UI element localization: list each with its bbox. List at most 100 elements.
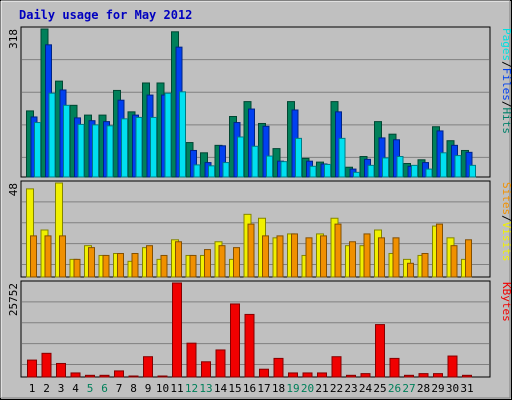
x-tick-label-2: 2 bbox=[43, 382, 50, 395]
bar-pages-day-26 bbox=[396, 156, 404, 178]
legend-item: / bbox=[500, 101, 512, 108]
chart-title: Daily usage for May 2012 bbox=[19, 8, 192, 22]
bar-sites-day-3 bbox=[59, 235, 66, 278]
legend-item: Visits bbox=[500, 222, 512, 262]
bar-kbytes-day-13 bbox=[201, 361, 211, 378]
bar-kbytes-day-29 bbox=[433, 373, 443, 378]
bar-pages-day-21 bbox=[324, 163, 331, 178]
x-tick-label-24: 24 bbox=[359, 382, 373, 395]
bar-pages-day-7 bbox=[121, 118, 128, 178]
bar-kbytes-day-4 bbox=[70, 372, 81, 378]
bar-kbytes-day-31 bbox=[462, 374, 472, 378]
bar-pages-day-3 bbox=[63, 104, 70, 178]
bar-sites-day-10 bbox=[160, 254, 168, 278]
bar-kbytes-day-11 bbox=[172, 282, 182, 378]
bar-kbytes-day-12 bbox=[186, 342, 197, 378]
bar-kbytes-day-7 bbox=[114, 370, 124, 378]
bar-kbytes-day-14 bbox=[215, 349, 226, 378]
bar-pages-day-24 bbox=[367, 164, 375, 178]
bar-sites-day-13 bbox=[204, 249, 211, 278]
legend-item: Sites bbox=[500, 182, 512, 215]
legend-top: Pages/Files/Hits bbox=[500, 28, 512, 134]
bar-kbytes-day-5 bbox=[85, 374, 95, 378]
bar-kbytes-day-20 bbox=[302, 372, 313, 378]
bar-kbytes-day-15 bbox=[230, 303, 240, 378]
x-tick-label-5: 5 bbox=[87, 382, 94, 395]
panel-top: 318 Pages/Files/Hits bbox=[7, 26, 512, 178]
bar-pages-day-6 bbox=[106, 125, 114, 178]
y-max-label: 48 bbox=[7, 183, 20, 196]
legend-item: Files bbox=[500, 68, 512, 101]
bar-sites-day-24 bbox=[363, 233, 371, 278]
x-tick-label-13: 13 bbox=[199, 382, 212, 395]
bar-sites-day-16 bbox=[247, 223, 255, 278]
bar-sites-day-28 bbox=[421, 253, 429, 278]
x-tick-label-18: 18 bbox=[272, 382, 285, 395]
x-tick-label-8: 8 bbox=[130, 382, 137, 395]
y-max-label: 25752 bbox=[7, 283, 20, 316]
bar-kbytes-day-16 bbox=[244, 313, 255, 378]
bar-sites-day-7 bbox=[117, 253, 124, 278]
bar-kbytes-day-3 bbox=[56, 362, 66, 378]
bar-sites-day-22 bbox=[334, 223, 342, 278]
x-tick-label-21: 21 bbox=[315, 382, 328, 395]
bar-sites-day-21 bbox=[320, 235, 327, 278]
bar-sites-day-29 bbox=[436, 223, 443, 278]
bar-pages-day-28 bbox=[425, 168, 433, 178]
bar-pages-day-10 bbox=[164, 92, 172, 178]
x-tick-label-28: 28 bbox=[417, 382, 430, 395]
bar-sites-day-4 bbox=[73, 258, 81, 278]
bar-pages-day-16 bbox=[251, 145, 259, 178]
bar-pages-day-8 bbox=[135, 116, 143, 178]
bar-pages-day-22 bbox=[338, 137, 346, 178]
bar-pages-day-14 bbox=[222, 162, 230, 178]
bar-sites-day-25 bbox=[378, 237, 385, 278]
bar-sites-day-8 bbox=[131, 253, 139, 278]
legend-item: / bbox=[500, 61, 512, 68]
x-tick-label-11: 11 bbox=[170, 382, 183, 395]
bar-pages-day-4 bbox=[77, 123, 85, 178]
legend-item: KBytes bbox=[500, 282, 512, 322]
legend-item: Hits bbox=[500, 108, 512, 135]
bar-sites-day-14 bbox=[218, 245, 226, 278]
x-tick-label-26: 26 bbox=[388, 382, 401, 395]
panel-middle: 48 Sites/Visits bbox=[7, 180, 512, 278]
x-tick-label-23: 23 bbox=[344, 382, 357, 395]
legend-bottom: KBytes bbox=[500, 282, 512, 322]
bar-kbytes-day-27 bbox=[404, 374, 414, 378]
bar-kbytes-day-9 bbox=[143, 356, 153, 378]
bar-kbytes-day-22 bbox=[331, 356, 342, 378]
bar-kbytes-day-28 bbox=[418, 373, 429, 378]
x-tick-label-29: 29 bbox=[431, 382, 444, 395]
x-tick-label-17: 17 bbox=[257, 382, 270, 395]
x-tick-label-3: 3 bbox=[58, 382, 65, 395]
bar-kbytes-day-21 bbox=[317, 372, 327, 378]
x-tick-label-31: 31 bbox=[460, 382, 473, 395]
bar-pages-day-13 bbox=[208, 165, 215, 178]
bar-pages-day-18 bbox=[280, 161, 288, 178]
bar-pages-day-23 bbox=[353, 171, 360, 178]
bar-kbytes-day-23 bbox=[346, 374, 356, 378]
x-tick-label-16: 16 bbox=[243, 382, 256, 395]
bar-sites-day-18 bbox=[276, 235, 284, 278]
x-tick-label-25: 25 bbox=[373, 382, 386, 395]
bar-pages-day-2 bbox=[48, 92, 56, 178]
bar-kbytes-day-30 bbox=[447, 355, 458, 378]
bar-pages-day-17 bbox=[266, 155, 273, 178]
x-tick-label-10: 10 bbox=[156, 382, 169, 395]
y-max-label: 318 bbox=[7, 29, 20, 49]
bar-sites-day-6 bbox=[102, 254, 110, 278]
x-tick-label-1: 1 bbox=[29, 382, 36, 395]
x-tick-label-19: 19 bbox=[286, 382, 299, 395]
bar-pages-day-5 bbox=[92, 124, 99, 178]
bar-kbytes-day-19 bbox=[288, 372, 298, 378]
x-tick-label-22: 22 bbox=[330, 382, 343, 395]
bar-kbytes-day-18 bbox=[273, 357, 284, 378]
bar-sites-day-11 bbox=[175, 241, 182, 278]
bar-sites-day-20 bbox=[305, 237, 313, 278]
legend-item: / bbox=[500, 215, 512, 222]
x-tick-label-6: 6 bbox=[101, 382, 108, 395]
panel-frame bbox=[20, 180, 491, 278]
